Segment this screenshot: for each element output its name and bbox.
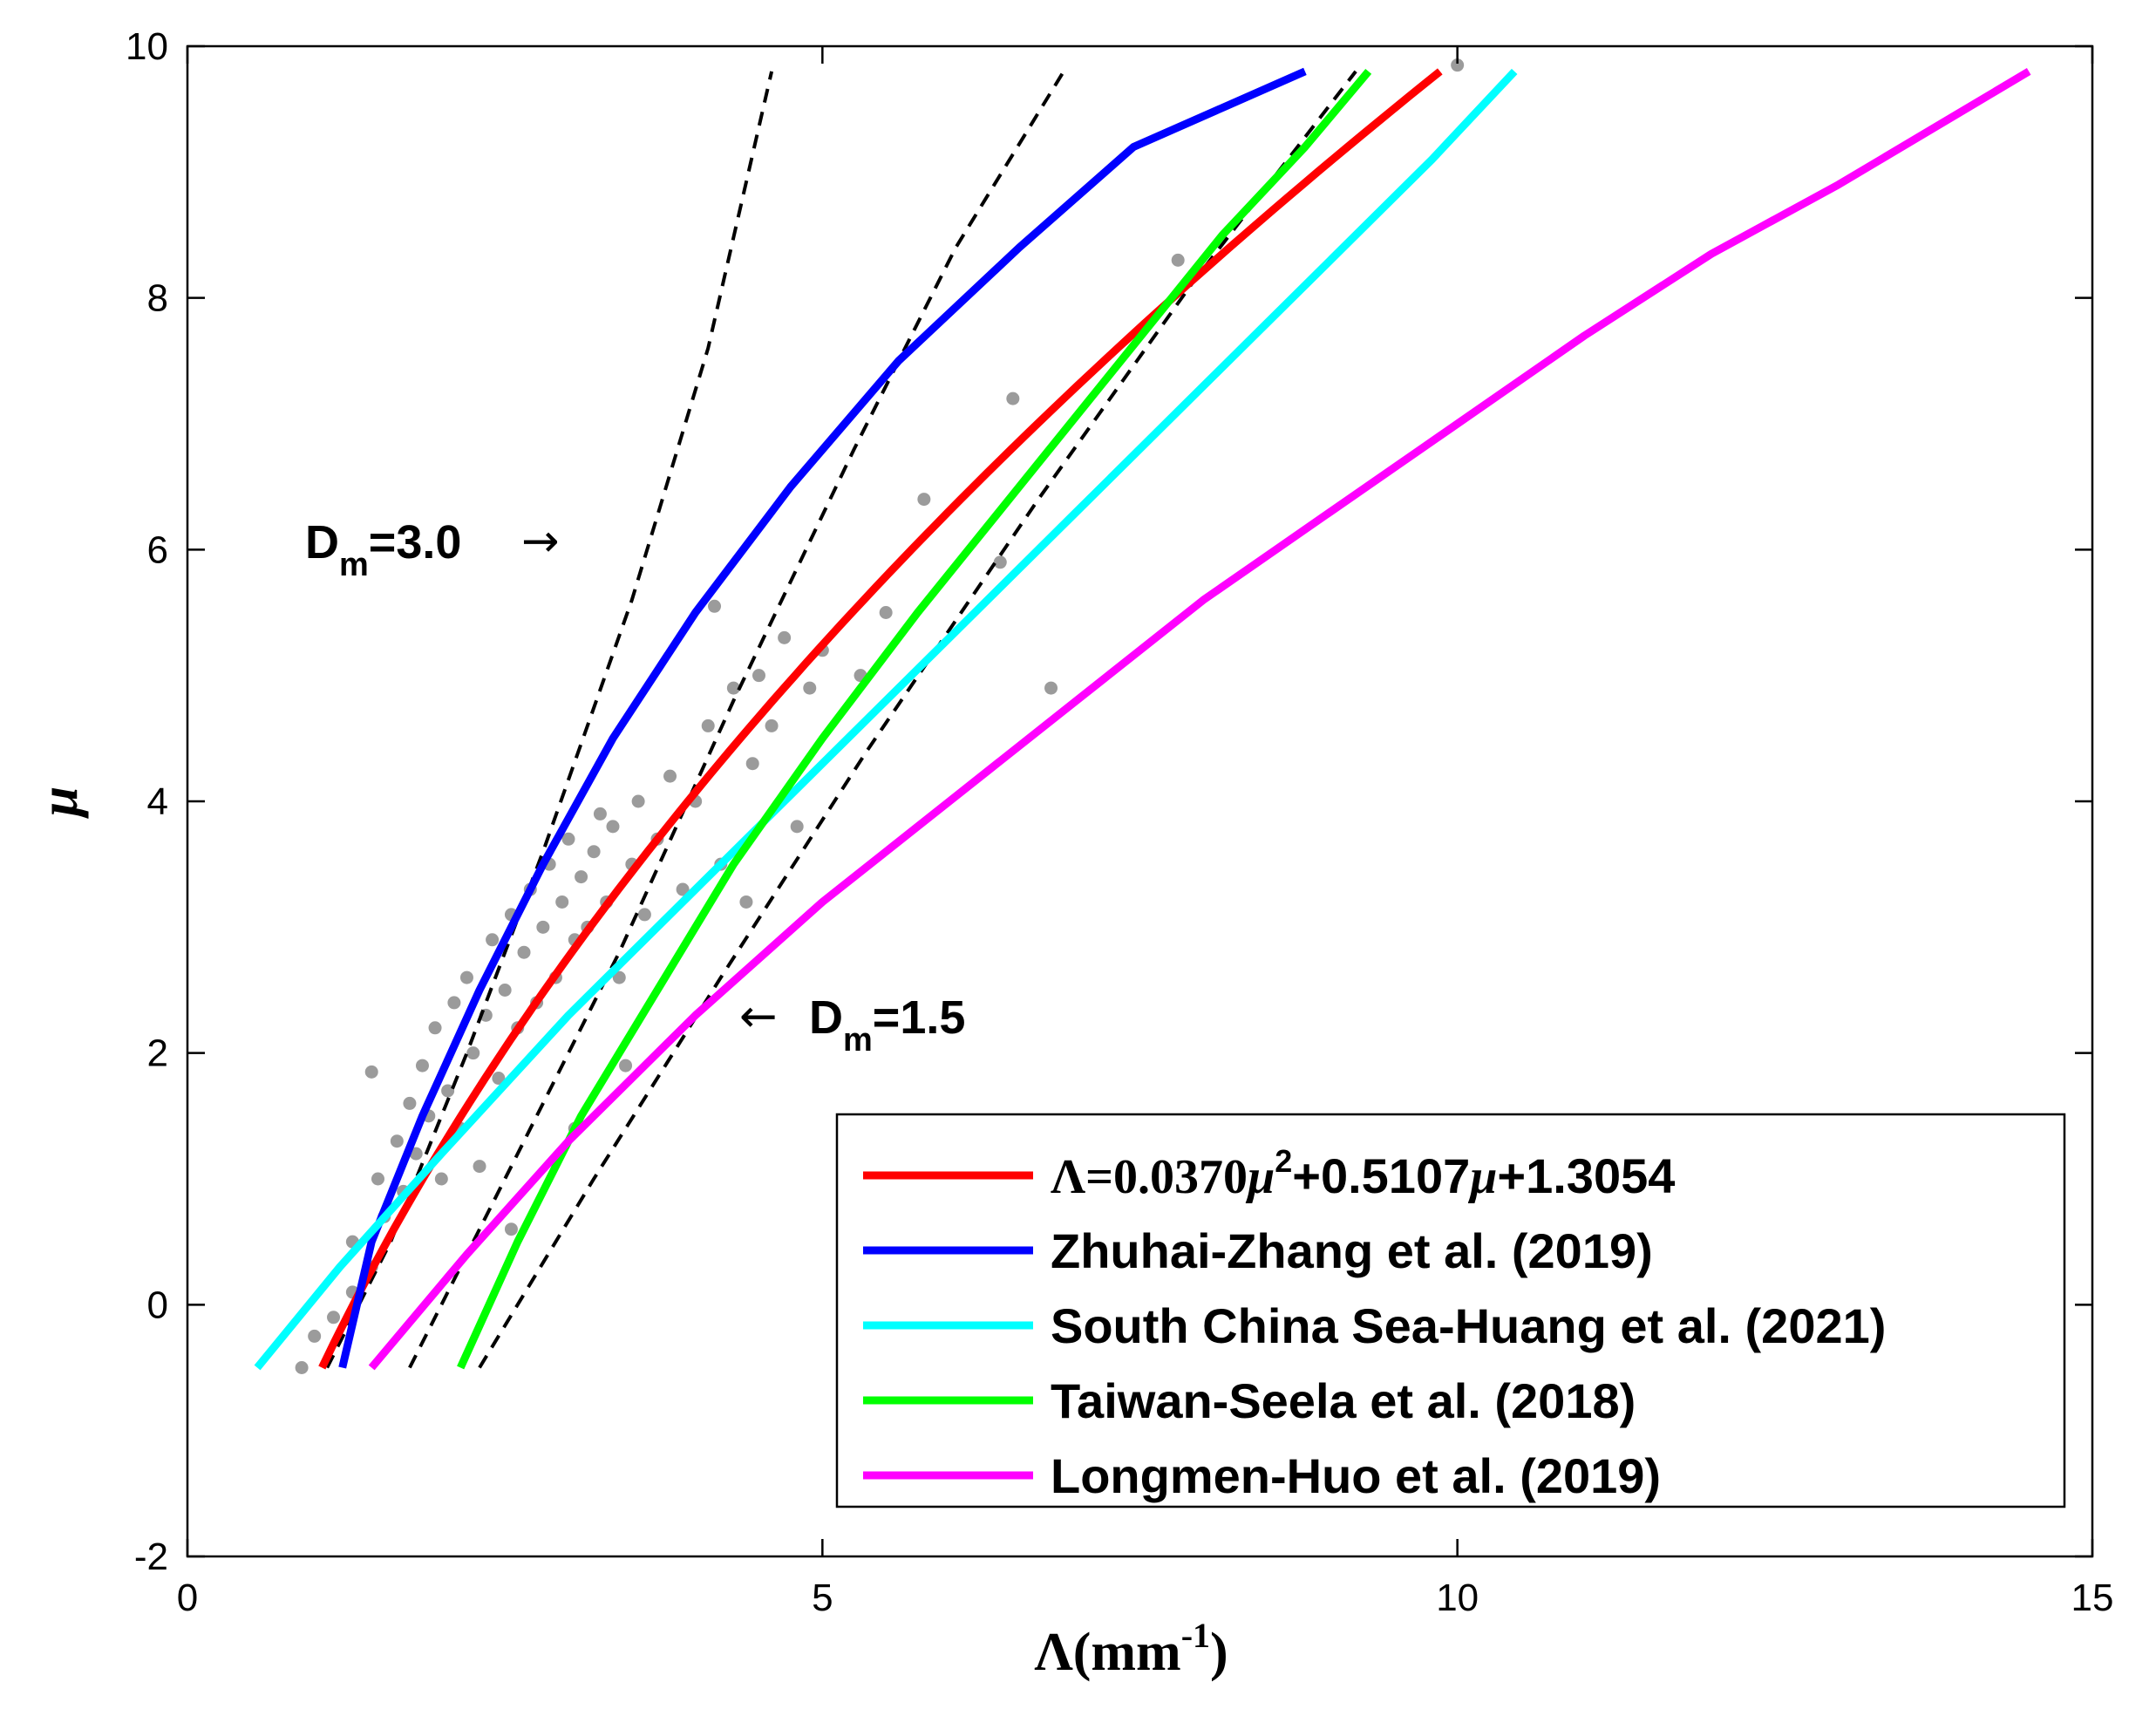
legend-label-4: Longmen-Huo et al. (2019) (1051, 1448, 1661, 1503)
scatter-point (415, 1059, 429, 1072)
scatter-point (327, 1311, 341, 1324)
scatter-point (663, 769, 677, 783)
scatter-point (459, 970, 473, 984)
scatter-point (371, 1172, 384, 1186)
y-tick-label: 4 (147, 780, 168, 823)
x-tick-label: 10 (1436, 1576, 1479, 1619)
annotation-dm-1-5-sub: m (843, 1022, 873, 1059)
legend-label-2: South China Sea-Huang et al. (2021) (1051, 1298, 1886, 1353)
x-axis-label: Λ(mm-1) (1034, 1616, 1228, 1682)
y-tick-label: -2 (134, 1536, 168, 1578)
scatter-point (619, 1059, 633, 1072)
scatter-point (517, 945, 531, 959)
scatter-point (486, 933, 500, 947)
scatter-point (708, 599, 722, 613)
scatter-point (364, 1065, 378, 1079)
legend-formula-sup: 2 (1275, 1143, 1292, 1179)
scatter-point (403, 1096, 417, 1110)
legend-label-3: Taiwan-Seela et al. (2018) (1051, 1373, 1636, 1428)
scatter-point (536, 920, 550, 934)
scatter-point (447, 996, 461, 1010)
scatter-point (575, 870, 588, 884)
series-line-1 (338, 67, 1307, 1369)
annotation-dm-1-5-base: D (809, 991, 843, 1044)
scatter-point (1044, 681, 1058, 695)
scatter-point (308, 1329, 322, 1343)
scatter-point (561, 832, 575, 846)
x-tick-label: 5 (812, 1576, 833, 1619)
x-axis-label-sup: -1 (1181, 1616, 1210, 1655)
annotation-dm-1-5-arrow: ← (739, 991, 778, 1043)
scatter-point (473, 1160, 486, 1174)
annotation-layer: Dm=3.0 →← Dm=1.5 (305, 515, 965, 1059)
scatter-point (637, 908, 651, 922)
scatter-point (745, 757, 759, 771)
scatter-point (587, 845, 601, 859)
scatter-point (803, 681, 817, 695)
x-tick-label: 15 (2071, 1576, 2114, 1619)
x-tick-label: 0 (177, 1576, 198, 1619)
scatter-point (726, 681, 740, 695)
y-tick-label: 10 (126, 25, 168, 68)
scatter-point (434, 1172, 448, 1186)
scatter-point (1006, 392, 1020, 405)
y-tick-label: 6 (147, 528, 168, 571)
scatter-point (1451, 58, 1465, 72)
legend-box (835, 1113, 2066, 1508)
scatter-point (739, 895, 753, 909)
scatter-point (593, 807, 607, 821)
scatter-point (409, 1147, 423, 1161)
reference-line-dm-3-0-right (408, 70, 1065, 1369)
series-layer (254, 58, 2031, 1374)
scatter-point (752, 669, 765, 683)
scatter-point (765, 718, 779, 732)
x-axis-label-base: Λ(mm (1034, 1623, 1180, 1682)
scatter-point (917, 493, 931, 507)
legend-formula-part: Λ=0.0370 (1051, 1150, 1248, 1204)
scatter-point (631, 794, 645, 808)
legend-formula-mu: μ (1245, 1150, 1275, 1204)
series-line-4 (368, 68, 2031, 1371)
scatter-point (612, 970, 626, 984)
y-axis-label: μ (30, 786, 89, 819)
legend-formula-part: +0.5107 (1292, 1148, 1470, 1203)
scatter-point (504, 1222, 518, 1236)
annotation-dm-3-0-base: D (305, 516, 339, 569)
x-axis-label-end: ) (1210, 1623, 1228, 1682)
scatter-point (1171, 253, 1185, 267)
y-tick-label: 8 (147, 277, 168, 320)
annotation-dm-1-5-value: =1.5 (873, 991, 966, 1044)
scatter-point (790, 820, 804, 834)
legend-label-1: Zhuhai-Zhang et al. (2019) (1051, 1223, 1653, 1278)
scatter-point (466, 1046, 480, 1060)
scatter-point (295, 1361, 309, 1374)
annotation-dm-1-5: Dm=1.5 (809, 991, 965, 1059)
annotation-dm-3-0-arrow: → (521, 515, 560, 568)
legend-label-0: Λ=0.0370μ2+0.5107μ+1.3054 (1051, 1143, 1675, 1204)
scatter-point (498, 984, 512, 997)
scatter-point (676, 882, 690, 896)
legend-formula-mu: μ (1467, 1150, 1497, 1204)
scatter-point (390, 1134, 404, 1148)
scatter-point (606, 820, 620, 834)
scatter-point (428, 1021, 442, 1035)
y-tick-label: 0 (147, 1284, 168, 1326)
scatter-point (492, 1072, 506, 1086)
annotation-dm-3-0-sub: m (339, 547, 369, 583)
scatter-point (993, 555, 1007, 569)
annotation-dm-3-0-value: =3.0 (369, 516, 462, 569)
y-tick-label: 2 (147, 1032, 168, 1075)
scatter-point (778, 630, 792, 644)
reference-line-dm-3-0 (325, 71, 774, 1369)
annotation-dm-3-0: Dm=3.0 (305, 516, 461, 583)
scatter-point (879, 606, 893, 619)
scatter-point (555, 895, 569, 909)
series-line-2 (254, 68, 1518, 1371)
scatter-point (441, 1084, 455, 1098)
legend-formula-part: +1.3054 (1497, 1148, 1675, 1203)
scatter-point (701, 718, 715, 732)
